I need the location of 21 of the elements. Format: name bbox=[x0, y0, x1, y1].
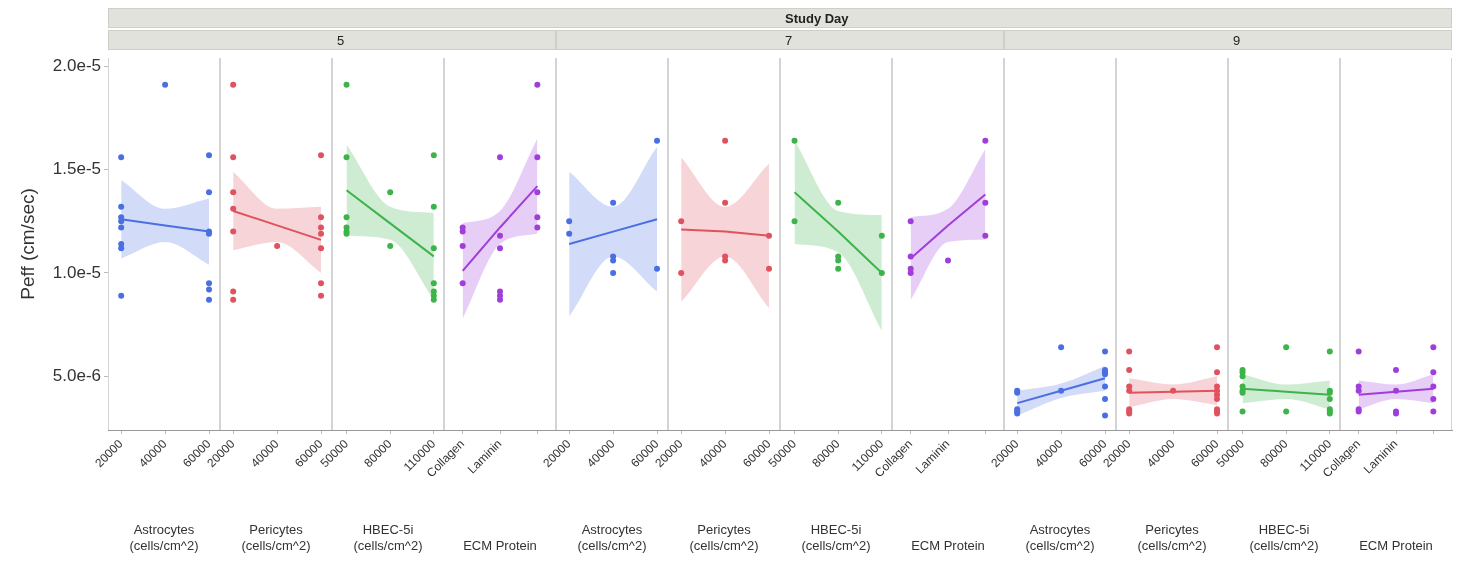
y-axis-title: Peff (cm/sec) bbox=[16, 188, 38, 300]
x-axis-title: HBEC-5i (cells/cm^2) bbox=[801, 522, 871, 553]
chart-subtitle: 7 bbox=[785, 32, 793, 48]
x-axis-title: ECM Protein bbox=[1359, 537, 1433, 553]
x-axis-title: Astrocytes (cells/cm^2) bbox=[129, 522, 199, 553]
x-axis-title: ECM Protein bbox=[463, 537, 537, 553]
x-axis-title: Pericytes (cells/cm^2) bbox=[1137, 522, 1207, 553]
y-tick-label: 1.0e-5 bbox=[52, 262, 101, 282]
x-axis-title: Pericytes (cells/cm^2) bbox=[689, 522, 759, 553]
y-tick-label: 5.0e-6 bbox=[52, 365, 101, 385]
chart-title: Study Day bbox=[785, 10, 849, 26]
y-tick-label: 1.5e-5 bbox=[52, 159, 101, 179]
y-tick-label: 2.0e-5 bbox=[52, 55, 101, 75]
x-axis-title: Pericytes (cells/cm^2) bbox=[241, 522, 311, 553]
x-axis-title: Astrocytes (cells/cm^2) bbox=[577, 522, 647, 553]
chart-subtitle: 5 bbox=[337, 32, 345, 48]
x-axis-title: HBEC-5i (cells/cm^2) bbox=[1249, 522, 1319, 553]
x-axis-title: Astrocytes (cells/cm^2) bbox=[1025, 522, 1095, 553]
x-axis-title: ECM Protein bbox=[911, 537, 985, 553]
chart-subtitle: 9 bbox=[1233, 32, 1241, 48]
x-axis-title: HBEC-5i (cells/cm^2) bbox=[353, 522, 423, 553]
